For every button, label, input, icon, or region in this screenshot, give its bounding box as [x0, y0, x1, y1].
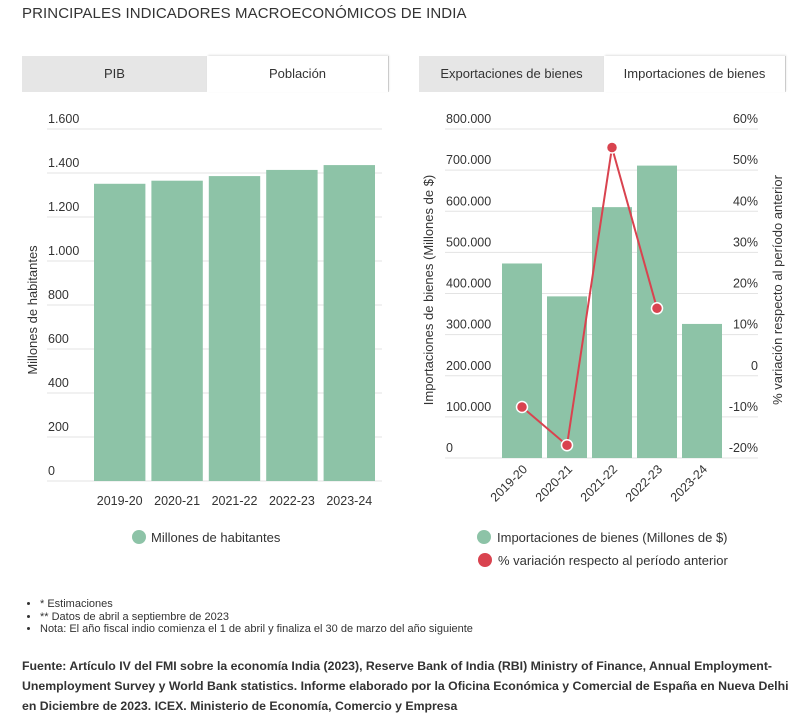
y-tick-label: 0 [48, 464, 55, 478]
y-tick-label: 100.000 [446, 400, 491, 414]
y-right-tick-label: 20% [733, 277, 758, 291]
y-right-tick-label: -20% [729, 441, 758, 455]
y-tick-label: 1.200 [48, 200, 79, 214]
y-right-tick-label: 50% [733, 153, 758, 167]
note-item: Nota: El año fiscal indio comienza el 1 … [40, 623, 473, 636]
imports-panel: Exportaciones de bienes Importaciones de… [419, 56, 785, 556]
legend-label: % variación respecto al período anterior [498, 553, 728, 568]
bar [208, 176, 261, 481]
y-tick-label: 400.000 [446, 277, 491, 291]
y-tick-label: 800 [48, 288, 69, 302]
notes: * Estimaciones ** Datos de abril a septi… [22, 598, 473, 636]
y-tick-label: 1.000 [48, 244, 79, 258]
legend-marker [477, 530, 491, 544]
note-item: ** Datos de abril a septiembre de 2023 [40, 611, 473, 624]
bar [682, 323, 722, 458]
y-tick-label: 600.000 [446, 194, 491, 208]
right-tabs: Exportaciones de bienes Importaciones de… [419, 56, 785, 92]
tab-poblacion[interactable]: Población [207, 56, 388, 92]
note-item: * Estimaciones [40, 598, 473, 611]
bar [592, 207, 632, 458]
page-title: PRINCIPALES INDICADORES MACROECONÓMICOS … [22, 5, 467, 22]
tab-exportaciones[interactable]: Exportaciones de bienes [440, 66, 583, 81]
y-tick-label: 700.000 [446, 153, 491, 167]
tab-importaciones[interactable]: Importaciones de bienes [604, 56, 785, 92]
y-tick-label: 1.400 [48, 156, 79, 170]
y-right-axis-title: % variación respecto al período anterior [770, 174, 785, 404]
y-right-tick-label: 60% [733, 112, 758, 126]
y-tick-label: 200.000 [446, 359, 491, 373]
y-tick-label: 1.600 [48, 112, 79, 126]
y-tick-label: 300.000 [446, 318, 491, 332]
source-text: Fuente: Artículo IV del FMI sobre la eco… [22, 659, 789, 713]
population-panel: PIB Población [22, 56, 388, 556]
y-tick-label: 0 [446, 441, 453, 455]
line-point [605, 141, 619, 154]
bar [94, 183, 146, 481]
bar [151, 180, 203, 481]
x-tick-label: 2023-24 [326, 494, 372, 508]
bar [266, 169, 318, 482]
y-axis-title: Millones de habitantes [25, 245, 40, 375]
line-point [650, 302, 664, 315]
legend-label: Millones de habitantes [151, 530, 281, 545]
y-tick-label: 500.000 [446, 235, 491, 249]
legend-label: Importaciones de bienes (Millones de $) [497, 530, 728, 545]
line-point [560, 439, 574, 452]
bar [547, 296, 587, 458]
left-tabs: PIB Población [22, 56, 388, 92]
y-right-tick-label: 30% [733, 235, 758, 249]
x-tick-label: 2019-20 [97, 494, 143, 508]
bar [502, 263, 542, 458]
bar [323, 165, 375, 481]
y-axis-title: Importaciones de bienes (Millones de $) [421, 175, 436, 406]
line-point [515, 400, 529, 414]
x-tick-label: 2021-22 [212, 494, 258, 508]
x-tick-label: 2022-23 [269, 494, 315, 508]
variation-line [521, 147, 658, 448]
y-right-tick-label: -10% [729, 400, 758, 414]
y-tick-label: 400 [48, 376, 69, 390]
y-right-tick-label: 10% [733, 318, 758, 332]
legend-marker [132, 530, 146, 544]
y-tick-label: 600 [48, 332, 69, 346]
legend-marker [478, 553, 492, 567]
y-right-tick-label: 40% [733, 194, 758, 208]
x-tick-label: 2020-21 [154, 494, 200, 508]
y-tick-label: 200 [48, 420, 69, 434]
y-tick-label: 800.000 [446, 112, 491, 126]
y-right-tick-label: 0 [751, 359, 758, 373]
tab-pib[interactable]: PIB [104, 66, 125, 81]
